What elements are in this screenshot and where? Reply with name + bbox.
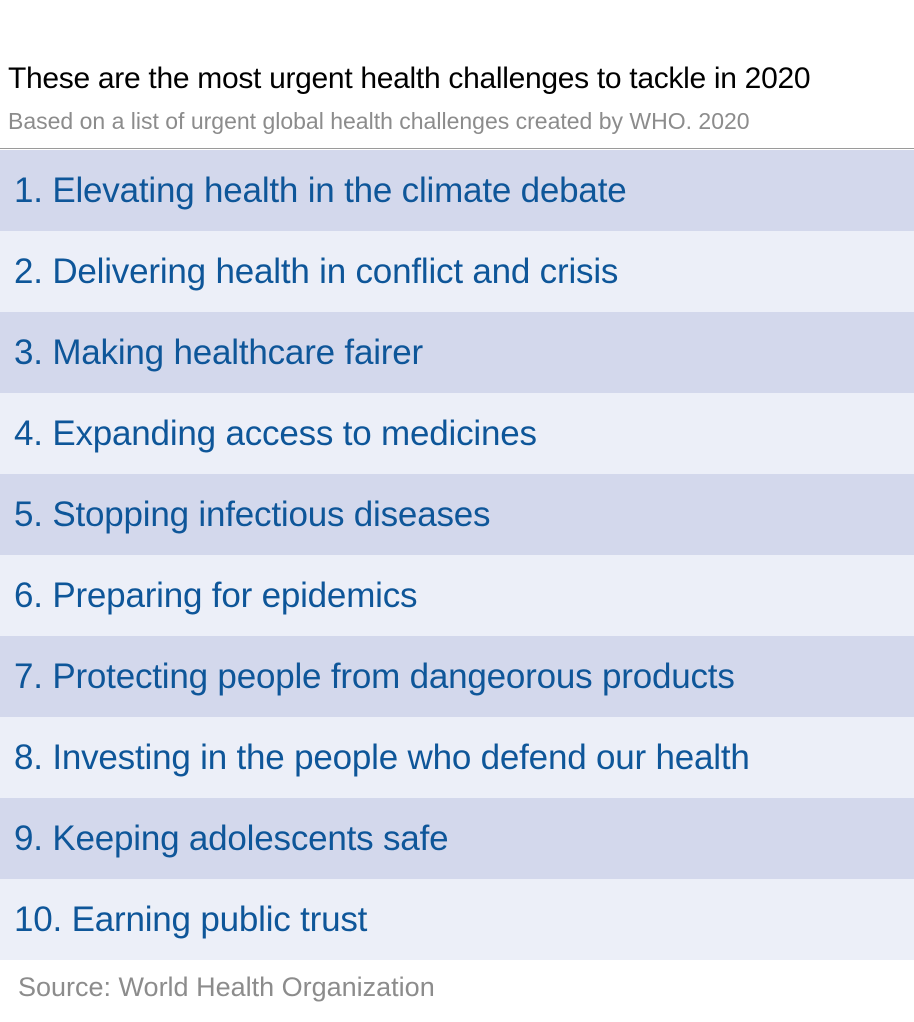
page-title: These are the most urgent health challen… [8, 62, 811, 95]
list-item: 2. Delivering health in conflict and cri… [0, 231, 914, 312]
list-item: 3. Making healthcare fairer [0, 312, 914, 393]
list-item: 10. Earning public trust [0, 879, 914, 960]
list-item: 7. Protecting people from dangeorous pro… [0, 636, 914, 717]
list-item: 9. Keeping adolescents safe [0, 798, 914, 879]
challenge-list: 1. Elevating health in the climate debat… [0, 150, 914, 960]
header-divider [0, 148, 914, 149]
list-item: 8. Investing in the people who defend ou… [0, 717, 914, 798]
list-item: 1. Elevating health in the climate debat… [0, 150, 914, 231]
list-item: 4. Expanding access to medicines [0, 393, 914, 474]
source-note: Source: World Health Organization [18, 972, 435, 1002]
list-item: 6. Preparing for epidemics [0, 555, 914, 636]
list-item: 5. Stopping infectious diseases [0, 474, 914, 555]
page-subtitle: Based on a list of urgent global health … [8, 108, 750, 134]
